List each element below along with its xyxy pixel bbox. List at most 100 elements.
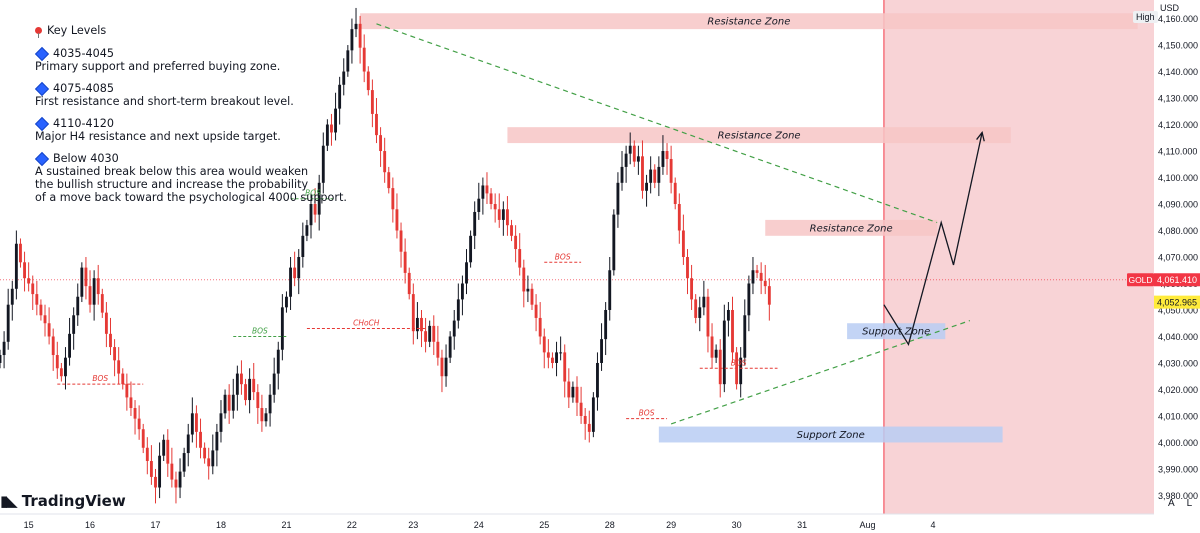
y-tick-label: 4,160.000 xyxy=(1158,14,1198,24)
candle-body xyxy=(555,352,558,363)
y-tick-label: 4,030.000 xyxy=(1158,358,1198,368)
candle-body xyxy=(68,333,71,358)
support-zone xyxy=(658,426,1003,443)
candle-body xyxy=(702,296,706,308)
candle-body xyxy=(325,124,329,146)
candle-body xyxy=(321,145,325,183)
candle-body xyxy=(751,270,755,284)
x-tick-label: 29 xyxy=(666,520,676,530)
price-axis-background xyxy=(1154,0,1200,533)
structure-label: BOS xyxy=(555,252,571,261)
candle-body xyxy=(706,296,710,337)
support-zone-label: Support Zone xyxy=(797,430,865,441)
candle-body xyxy=(145,447,149,462)
candle-body xyxy=(207,458,211,467)
candle-body xyxy=(47,323,51,337)
candle-body xyxy=(428,325,432,342)
candle-body xyxy=(591,397,595,432)
y-tick-label: 4,140.000 xyxy=(1158,67,1198,77)
candle-body xyxy=(92,278,96,305)
resistance-zone-label: Resistance Zone xyxy=(810,223,893,234)
candle-body xyxy=(759,272,763,281)
candle-body xyxy=(497,209,501,220)
candle-body xyxy=(342,71,346,85)
x-tick-label: Aug xyxy=(860,520,876,530)
candle-body xyxy=(125,384,129,398)
candle-body xyxy=(690,278,694,300)
candle-body xyxy=(403,251,407,273)
candle-body xyxy=(149,461,153,477)
x-tick-label: 25 xyxy=(539,520,549,530)
candle-body xyxy=(309,204,313,226)
candle-body xyxy=(276,349,280,374)
level-note: 4110-4120 Major H4 resistance and next u… xyxy=(34,116,365,143)
candle-body xyxy=(718,349,722,385)
diamond-icon xyxy=(34,151,50,166)
candle-body xyxy=(530,288,534,305)
candle-body xyxy=(190,413,194,435)
candle-body xyxy=(39,304,43,316)
y-tick-label: 4,100.000 xyxy=(1158,173,1198,183)
candle-body xyxy=(506,209,509,226)
candle-body xyxy=(669,158,673,183)
candle-body xyxy=(563,352,567,382)
log-scale-button[interactable]: L xyxy=(1186,498,1193,509)
candle-body xyxy=(166,439,170,464)
level-text: Major H4 resistance and next upside targ… xyxy=(35,130,281,143)
y-tick-label: 4,130.000 xyxy=(1158,94,1198,104)
candle-body xyxy=(571,386,575,398)
candle-body xyxy=(133,408,137,419)
candle-body xyxy=(763,280,767,287)
tradingview-logo[interactable]: ▮◣ TradingView xyxy=(0,492,126,510)
x-tick-label: 17 xyxy=(150,520,160,530)
candle-body xyxy=(469,235,473,263)
candle-body xyxy=(726,309,730,321)
x-tick-label: 28 xyxy=(605,520,615,530)
candle-body xyxy=(538,317,542,337)
candle-body xyxy=(375,113,378,136)
axis-controls: A L xyxy=(1168,498,1192,509)
candle-body xyxy=(657,166,661,183)
candle-body xyxy=(546,352,550,358)
structure-label: BOS xyxy=(305,189,321,198)
candle-body xyxy=(579,402,583,416)
candle-body xyxy=(154,476,157,488)
candle-body xyxy=(346,50,350,72)
resistance-zone-label: Resistance Zone xyxy=(707,17,790,28)
candle-body xyxy=(624,153,628,167)
trendline xyxy=(670,320,971,425)
candle-body xyxy=(6,304,10,342)
x-tick-label: 16 xyxy=(85,520,95,530)
candle-body xyxy=(260,408,264,422)
structure-label: CHoCH xyxy=(353,319,380,328)
candle-body xyxy=(362,47,366,72)
candle-body xyxy=(612,214,616,271)
candle-body xyxy=(686,257,689,279)
candle-body xyxy=(203,447,207,459)
candle-body xyxy=(14,243,18,289)
candle-body xyxy=(10,288,14,305)
currency-label[interactable]: USD xyxy=(1160,3,1180,13)
candle-body xyxy=(673,182,677,205)
last-price-label: 4,052.965 xyxy=(1157,297,1197,307)
candle-body xyxy=(227,394,231,411)
candle-body xyxy=(665,151,669,159)
auto-scale-button[interactable]: A xyxy=(1168,498,1175,509)
candle-body xyxy=(636,156,640,162)
level-title: 4035-4045 xyxy=(53,47,114,60)
candle-body xyxy=(2,341,6,356)
candle-body xyxy=(223,394,227,414)
candle-body xyxy=(604,309,608,340)
candle-body xyxy=(109,333,112,348)
y-tick-label: 3,990.000 xyxy=(1158,464,1198,474)
candle-body xyxy=(477,198,481,212)
candle-body xyxy=(317,182,321,215)
candle-body xyxy=(31,283,35,295)
candle-body xyxy=(64,357,67,377)
candle-body xyxy=(460,283,464,300)
candle-body xyxy=(256,392,260,409)
candle-body xyxy=(391,188,395,210)
candle-body xyxy=(231,394,235,411)
candle-body xyxy=(534,304,538,318)
